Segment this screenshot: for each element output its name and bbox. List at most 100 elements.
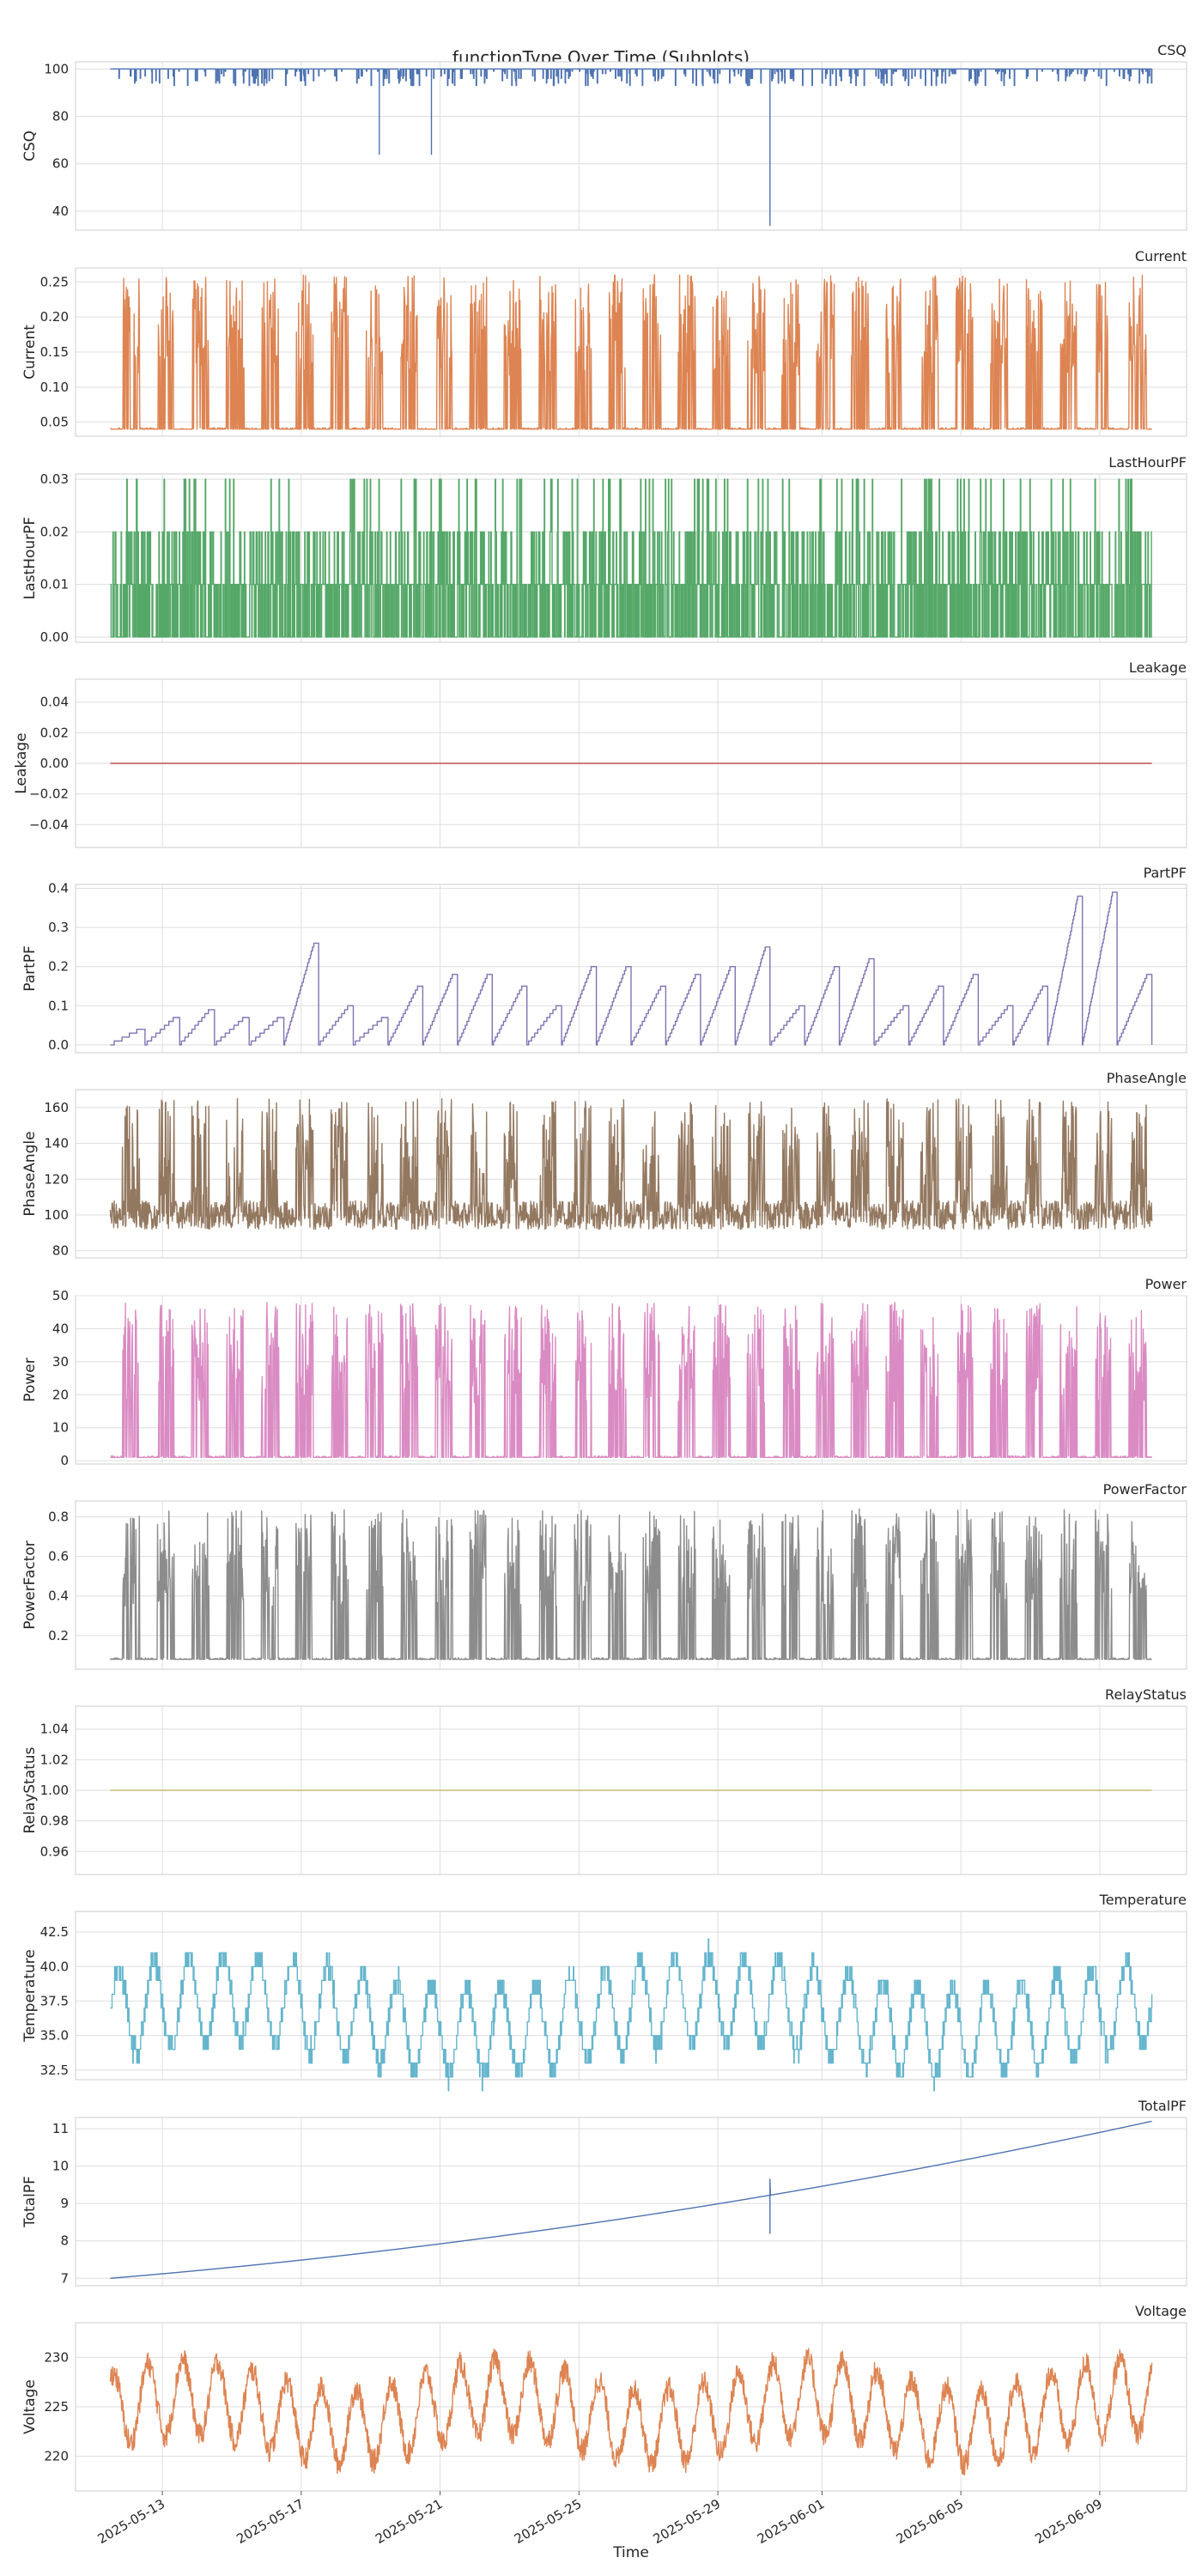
plot-area xyxy=(75,1911,1187,2081)
plot-area xyxy=(75,1089,1187,1259)
subplot-title: Voltage xyxy=(1135,2303,1187,2319)
y-tick-label: 100 xyxy=(44,61,69,76)
subplot-temperature: 32.535.037.540.042.5TemperatureTemperatu… xyxy=(21,1892,1187,2092)
y-tick-label: 0.01 xyxy=(40,577,69,592)
y-tick-label: 0.20 xyxy=(40,309,69,325)
subplot-title: Power xyxy=(1145,1276,1187,1292)
y-tick-label: 60 xyxy=(52,156,69,172)
y-tick-label: 40.0 xyxy=(40,1959,69,1974)
y-tick-label: 0.1 xyxy=(48,998,69,1013)
y-tick-label: 0.4 xyxy=(48,881,69,896)
y-tick-label: 0.98 xyxy=(40,1814,69,1829)
plot-area xyxy=(75,2117,1187,2287)
subplot-voltage: 220 225 230 Voltage Voltage xyxy=(21,2303,1187,2492)
subplot-title: PartPF xyxy=(1144,865,1187,881)
series-line-csq xyxy=(110,68,1153,227)
y-tick-label: 0.04 xyxy=(40,695,69,710)
y-tick-label: 0.25 xyxy=(40,274,69,289)
subplot-partpf: 0.0 0.1 0.2 0.3 0.4 PartPF PartPF xyxy=(21,865,1187,1054)
subplot-leakage: −0.04 −0.02 0.00 0.02 0.04 Leakage Leakage xyxy=(13,659,1187,848)
y-tick-label: 0.05 xyxy=(40,415,69,430)
subplot-powerfactor: 0.2 0.4 0.6 0.8 PowerFactor PowerFactor xyxy=(21,1481,1187,1670)
y-axis-label: RelayStatus xyxy=(21,1747,39,1833)
y-tick-label: 0.8 xyxy=(48,1509,69,1524)
x-axis-label: Time xyxy=(612,2544,649,2561)
subplot-title: CSQ xyxy=(1157,42,1187,58)
y-tick-label: 42.5 xyxy=(40,1924,69,1940)
y-tick-label: 35.0 xyxy=(40,2028,69,2044)
y-tick-label: 0.6 xyxy=(48,1549,69,1564)
x-tick-label: 2025-06-01 xyxy=(755,2496,828,2547)
y-tick-label: 9 xyxy=(60,2196,69,2211)
x-tick-label: 2025-05-13 xyxy=(95,2496,168,2547)
y-axis-label: PartPF xyxy=(21,945,39,992)
subplot-title: PhaseAngle xyxy=(1107,1070,1187,1086)
y-tick-label: 1.02 xyxy=(40,1752,69,1767)
y-tick-label: 0.2 xyxy=(48,1628,69,1643)
y-tick-label: 0.2 xyxy=(48,959,69,975)
series-line-temperature xyxy=(110,1938,1153,2092)
x-tick-label: 2025-05-17 xyxy=(234,2496,307,2547)
y-tick-label: 1.04 xyxy=(40,1722,69,1737)
y-tick-label: 0.02 xyxy=(40,725,69,740)
subplot-title: RelayStatus xyxy=(1105,1686,1187,1703)
y-tick-label: 0.00 xyxy=(40,629,69,645)
y-tick-label: 20 xyxy=(52,1387,69,1402)
y-tick-label: 0.00 xyxy=(40,756,69,771)
y-tick-label: 0.15 xyxy=(40,344,69,360)
y-tick-label: 0.4 xyxy=(48,1589,69,1604)
y-axis-label: TotalPF xyxy=(21,2176,39,2228)
subplot-title: TotalPF xyxy=(1138,2098,1187,2114)
y-axis-label: Temperature xyxy=(21,1949,39,2043)
y-tick-label: 140 xyxy=(44,1136,69,1151)
subplot-csq: 40 60 80 100 CSQ CSQ xyxy=(21,42,1187,231)
y-tick-label: −0.02 xyxy=(29,787,69,802)
series-line-current xyxy=(109,274,1153,430)
y-tick-label: 8 xyxy=(60,2233,69,2249)
series-line-phaseangle xyxy=(109,1097,1153,1230)
y-tick-label: 0.03 xyxy=(40,471,69,487)
y-tick-label: 40 xyxy=(52,1321,69,1336)
y-tick-label: 10 xyxy=(52,1420,69,1436)
y-tick-label: 225 xyxy=(44,2399,69,2415)
y-tick-label: 40 xyxy=(52,204,69,219)
y-tick-label: 120 xyxy=(44,1171,69,1187)
series-line-power xyxy=(110,1302,1153,1458)
y-tick-label: 30 xyxy=(52,1354,69,1370)
subplot-lasthourpf: 0.00 0.01 0.02 0.03 LastHourPF LastHourPF xyxy=(21,454,1187,645)
y-tick-label: 0.0 xyxy=(48,1037,69,1053)
y-axis-label: CSQ xyxy=(21,131,39,161)
y-tick-label: 0.3 xyxy=(48,920,69,935)
y-axis-label: Power xyxy=(21,1358,39,1401)
y-tick-label: −0.04 xyxy=(29,817,69,832)
subplot-power: 0 10 20 30 40 50 Power Power xyxy=(21,1276,1187,1468)
y-tick-label: 100 xyxy=(44,1207,69,1223)
y-axis-label: Voltage xyxy=(21,2379,39,2434)
subplot-title: LastHourPF xyxy=(1108,454,1187,471)
series-line-partpf xyxy=(110,891,1153,1046)
y-tick-label: 220 xyxy=(44,2449,69,2464)
subplot-title: Current xyxy=(1135,248,1187,264)
y-tick-label: 10 xyxy=(52,2159,69,2174)
y-tick-label: 37.5 xyxy=(40,1993,69,2008)
y-tick-label: 32.5 xyxy=(40,2063,69,2078)
y-tick-label: 1.00 xyxy=(40,1783,69,1798)
y-tick-label: 80 xyxy=(52,1243,69,1259)
y-axis-label: LastHourPF xyxy=(21,517,39,599)
subplot-title: Leakage xyxy=(1129,659,1187,676)
x-tick-label: 2025-05-25 xyxy=(512,2496,585,2547)
series-line-totalpf xyxy=(110,2120,1152,2279)
y-tick-label: 160 xyxy=(44,1100,69,1115)
series-line-lasthourpf xyxy=(110,478,1152,638)
series-line-powerfactor xyxy=(109,1508,1152,1661)
subplot-title: PowerFactor xyxy=(1103,1481,1187,1498)
x-tick-label: 2025-05-29 xyxy=(651,2496,724,2547)
y-axis-label: PhaseAngle xyxy=(21,1131,39,1216)
subplot-phaseangle: 80 100 120 140 160 PhaseAngle PhaseAngle xyxy=(21,1070,1187,1259)
y-tick-label: 0 xyxy=(60,1453,69,1468)
x-tick-label: 2025-06-05 xyxy=(894,2496,967,2547)
y-axis-label: PowerFactor xyxy=(21,1540,39,1629)
x-tick-label: 2025-06-09 xyxy=(1032,2496,1105,2547)
y-tick-label: 0.96 xyxy=(40,1844,69,1859)
